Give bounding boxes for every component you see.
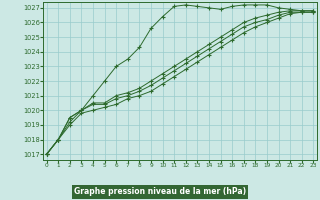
Text: Graphe pression niveau de la mer (hPa): Graphe pression niveau de la mer (hPa) <box>74 188 246 196</box>
